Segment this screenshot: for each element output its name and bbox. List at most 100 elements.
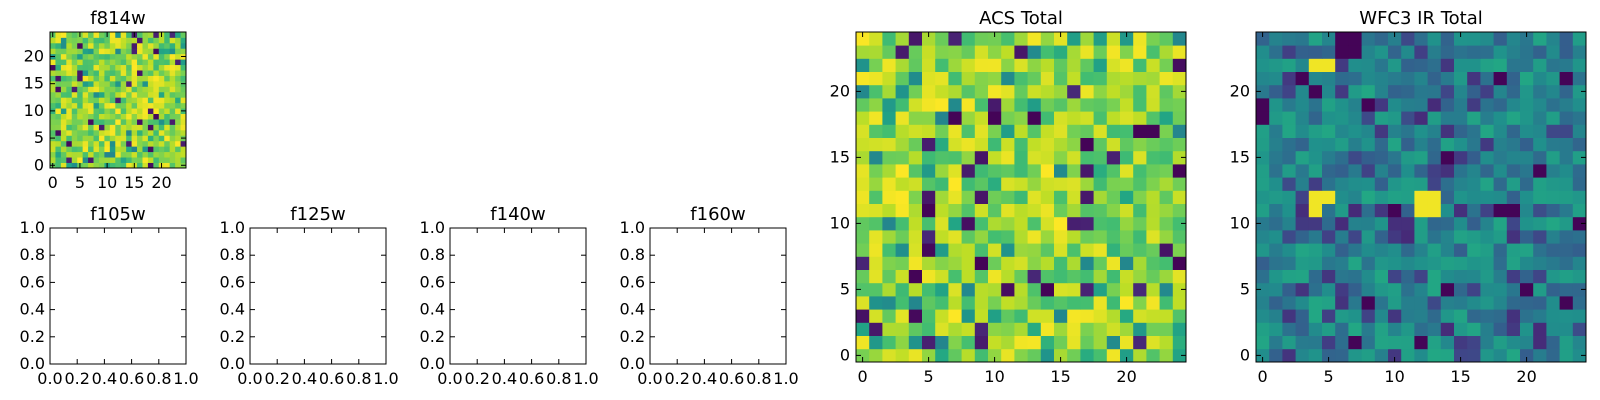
heatmap-cell xyxy=(1080,282,1094,297)
heatmap-cell xyxy=(1322,322,1336,336)
heatmap-cell xyxy=(1080,58,1094,72)
heatmap-cell xyxy=(1159,137,1174,152)
heatmap-cell xyxy=(1572,282,1587,297)
heatmap-cell xyxy=(1146,71,1160,86)
heatmap-cell xyxy=(1467,256,1481,270)
heatmap-cell xyxy=(104,135,111,142)
heatmap-cell xyxy=(869,84,883,99)
heatmap-cell xyxy=(126,108,132,114)
heatmap-cell xyxy=(935,256,949,270)
heatmap-cell xyxy=(126,157,132,163)
heatmap-cell xyxy=(126,80,132,87)
heatmap-cell xyxy=(175,53,181,60)
heatmap-cell xyxy=(1054,269,1068,284)
heatmap-cell xyxy=(1348,335,1362,350)
heatmap-cell xyxy=(1256,335,1270,350)
heatmap-cell xyxy=(961,335,976,350)
heatmap-cell xyxy=(93,162,100,169)
heatmap-cell xyxy=(115,124,122,131)
heatmap-cell xyxy=(1546,348,1560,363)
heatmap-cell xyxy=(1401,177,1415,191)
heatmap-cell xyxy=(169,140,176,147)
heatmap-cell xyxy=(908,177,923,191)
heatmap-cell xyxy=(1308,32,1323,46)
heatmap-cell xyxy=(1054,45,1068,59)
heatmap-cell xyxy=(1146,84,1160,99)
heatmap-cell xyxy=(1269,243,1283,257)
heatmap-cell xyxy=(1308,111,1323,125)
heatmap-cell xyxy=(895,124,910,138)
heatmap-cell xyxy=(55,32,62,38)
heatmap-cell xyxy=(1067,203,1081,218)
heatmap-cell xyxy=(98,42,105,49)
heatmap-cell xyxy=(922,203,936,218)
heatmap-cell xyxy=(1133,84,1147,99)
y-tick-label: 1.0 xyxy=(20,218,45,237)
heatmap-cell xyxy=(109,140,116,147)
heatmap-cell xyxy=(1295,203,1310,218)
heatmap-cell xyxy=(1414,58,1428,72)
heatmap-cell xyxy=(55,75,62,82)
heatmap-cell xyxy=(1572,296,1587,310)
heatmap-cell xyxy=(1106,177,1121,191)
heatmap-cell xyxy=(158,64,165,71)
heatmap-cell xyxy=(895,296,910,310)
heatmap-cell xyxy=(1093,164,1108,178)
heatmap-cell xyxy=(1546,282,1560,297)
heatmap-cell xyxy=(1001,282,1015,297)
heatmap-cell xyxy=(50,124,56,131)
heatmap-cell xyxy=(869,216,883,231)
heatmap-cell xyxy=(82,102,89,109)
heatmap-cell xyxy=(93,42,100,49)
heatmap-cell xyxy=(882,32,896,46)
heatmap-cell xyxy=(1282,322,1296,336)
heatmap-cell xyxy=(1506,348,1521,363)
heatmap-cell xyxy=(1559,230,1574,244)
heatmap-cell xyxy=(137,108,143,114)
heatmap-cell xyxy=(77,102,84,109)
heatmap-cell xyxy=(1493,137,1508,152)
heatmap-cell xyxy=(1374,137,1389,152)
heatmap-cell xyxy=(1559,164,1574,178)
heatmap-cell xyxy=(1282,190,1296,204)
heatmap-cell xyxy=(153,37,160,44)
heatmap-cell xyxy=(158,97,165,104)
heatmap-cell xyxy=(856,32,870,46)
heatmap-cell xyxy=(153,64,160,71)
heatmap-cell xyxy=(1120,322,1134,336)
heatmap-cell xyxy=(147,124,154,131)
heatmap-cell xyxy=(1440,309,1455,323)
heatmap-cell xyxy=(104,70,111,76)
heatmap-cell xyxy=(1335,190,1349,204)
heatmap-cell xyxy=(1106,58,1121,72)
heatmap-cell xyxy=(869,230,883,244)
heatmap-cell xyxy=(142,102,149,109)
heatmap-cell xyxy=(1001,269,1015,284)
heatmap-cell xyxy=(856,335,870,350)
heatmap-cell xyxy=(147,129,154,136)
heatmap-cell xyxy=(1440,84,1455,99)
heatmap-cell xyxy=(1080,335,1094,350)
heatmap-cell xyxy=(55,129,62,136)
heatmap-cell xyxy=(1361,296,1376,310)
heatmap-cell xyxy=(126,91,132,98)
heatmap-cell xyxy=(935,348,949,363)
heatmap-cell xyxy=(142,108,149,114)
heatmap-cell xyxy=(60,48,67,55)
heatmap-cell xyxy=(126,162,132,169)
heatmap-cell xyxy=(66,113,73,120)
heatmap-cell xyxy=(948,256,962,270)
heatmap-cell xyxy=(1414,203,1428,218)
heatmap-cell xyxy=(109,42,116,49)
heatmap-cell xyxy=(1106,256,1121,270)
heatmap-cell xyxy=(1440,177,1455,191)
heatmap-cell xyxy=(66,70,73,76)
heatmap-cell xyxy=(1361,190,1376,204)
heatmap-cell xyxy=(175,59,181,66)
heatmap-cell xyxy=(82,75,89,82)
heatmap-cell xyxy=(1533,84,1547,99)
heatmap-cell xyxy=(1067,309,1081,323)
heatmap-cell xyxy=(1427,243,1442,257)
heatmap-cell xyxy=(922,309,936,323)
heatmap-cell xyxy=(1106,322,1121,336)
